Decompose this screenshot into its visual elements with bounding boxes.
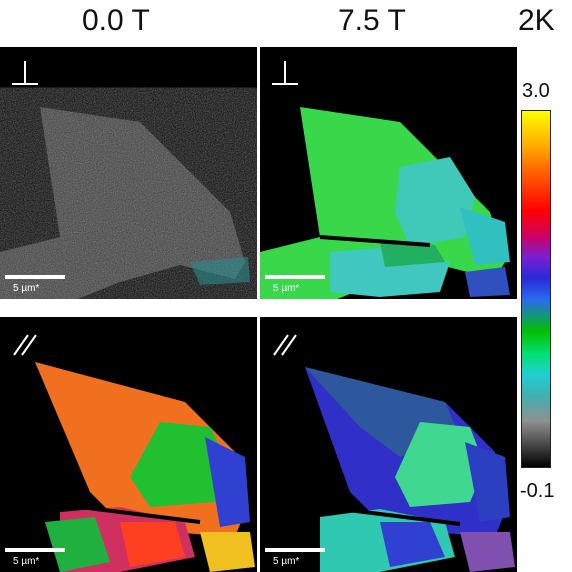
scale-bar <box>5 548 65 552</box>
header-field-0t: 0.0 T <box>82 4 150 37</box>
map-panel-7-5t-parallel: 5 µm* <box>260 317 517 572</box>
parallel-icon <box>13 334 37 356</box>
scale-bar <box>265 548 325 552</box>
map-image <box>305 367 515 572</box>
colorbar <box>521 110 551 468</box>
map-panel-0t-parallel: 5 µm* <box>0 317 257 572</box>
scale-bar <box>5 275 65 279</box>
map-image <box>0 107 250 299</box>
map-panel-7-5t-perpendicular: 5 µm* <box>260 47 517 299</box>
parallel-icon <box>273 334 297 356</box>
header-field-7-5t: 7.5 T <box>338 4 406 37</box>
scale-bar <box>265 275 325 279</box>
map-image <box>260 107 510 299</box>
header-unit: 2K <box>518 4 555 37</box>
colorbar-min-label: -0.1 <box>520 480 555 502</box>
map-image <box>35 362 255 572</box>
perpendicular-icon <box>12 61 38 85</box>
map-panel-0t-perpendicular: 5 µm* <box>0 47 257 299</box>
scale-bar-label: 5 µm* <box>13 556 40 567</box>
perpendicular-icon <box>272 61 298 85</box>
scale-bar-label: 5 µm* <box>13 283 40 294</box>
scale-bar-label: 5 µm* <box>273 283 300 294</box>
scale-bar-label: 5 µm* <box>273 556 300 567</box>
colorbar-max-label: 3.0 <box>522 80 550 102</box>
